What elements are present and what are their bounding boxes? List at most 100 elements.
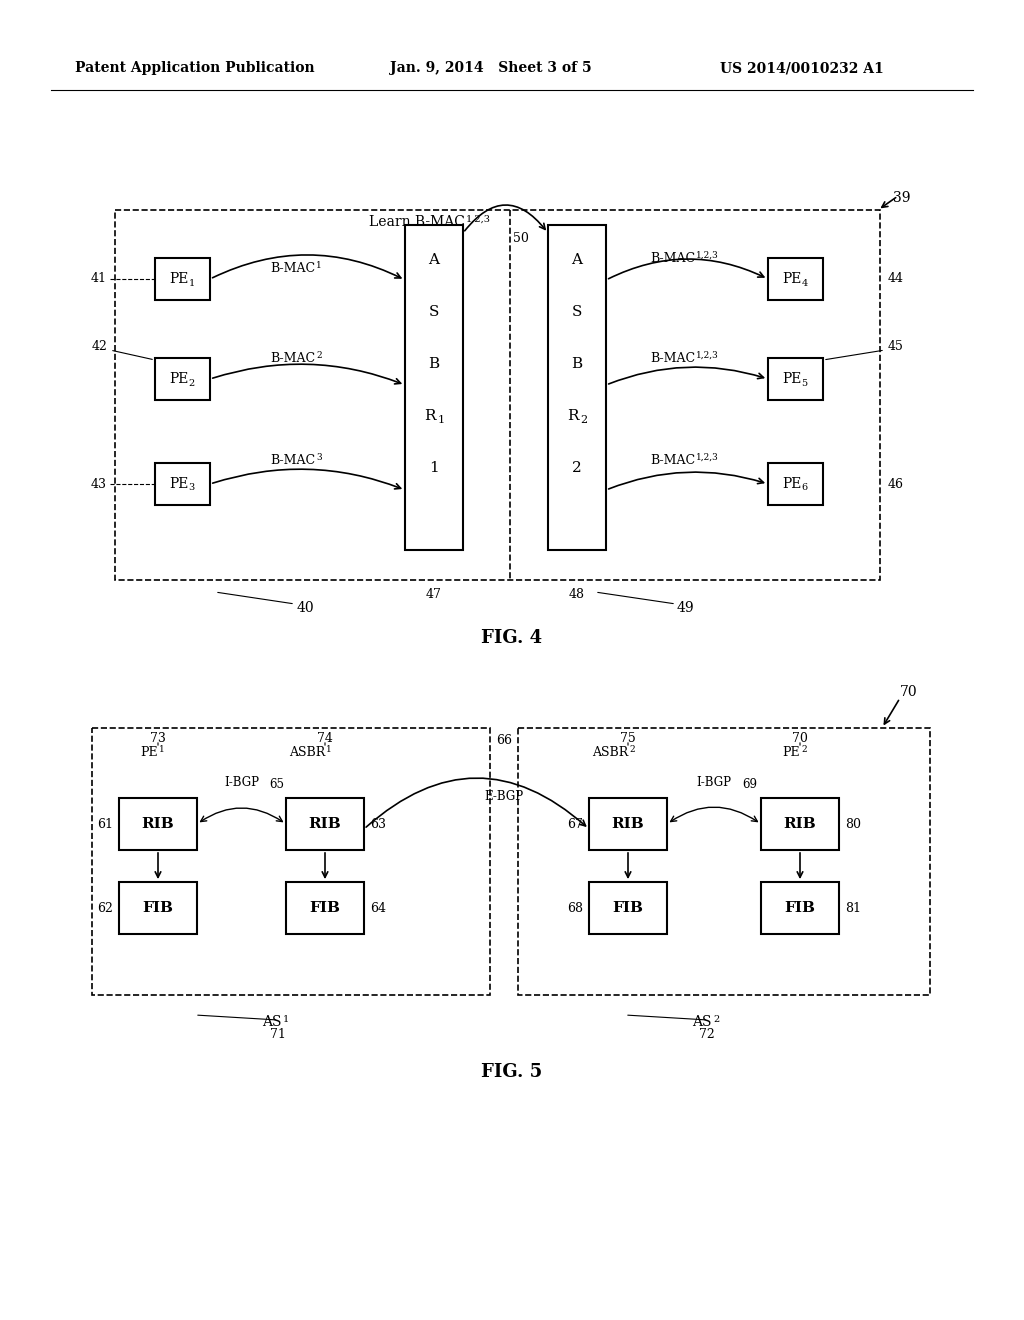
Text: 62: 62 xyxy=(97,902,113,915)
Text: 71: 71 xyxy=(270,1028,286,1041)
Text: 41: 41 xyxy=(91,272,106,285)
Text: ASBR: ASBR xyxy=(592,746,628,759)
Text: 1: 1 xyxy=(188,279,195,288)
Text: 73: 73 xyxy=(151,731,166,744)
Text: RIB: RIB xyxy=(141,817,174,832)
FancyBboxPatch shape xyxy=(768,257,823,300)
Text: 63: 63 xyxy=(370,817,386,830)
Text: 39: 39 xyxy=(893,191,910,205)
Text: 6: 6 xyxy=(802,483,808,492)
Text: PE: PE xyxy=(169,477,188,491)
Text: 1,2,3: 1,2,3 xyxy=(696,351,719,360)
FancyBboxPatch shape xyxy=(768,358,823,400)
Text: 43: 43 xyxy=(91,478,106,491)
Text: 61: 61 xyxy=(97,817,113,830)
Text: PE: PE xyxy=(169,272,188,286)
Text: PE: PE xyxy=(781,272,801,286)
Text: PE: PE xyxy=(781,372,801,385)
Text: 70: 70 xyxy=(900,685,918,700)
Text: 48: 48 xyxy=(569,589,585,602)
Text: 2: 2 xyxy=(572,461,582,475)
FancyBboxPatch shape xyxy=(768,463,823,506)
FancyBboxPatch shape xyxy=(548,224,606,550)
FancyBboxPatch shape xyxy=(286,799,364,850)
FancyBboxPatch shape xyxy=(155,463,210,506)
Text: A: A xyxy=(571,253,583,267)
Text: 5: 5 xyxy=(802,379,808,388)
Text: R: R xyxy=(567,409,579,422)
Text: RIB: RIB xyxy=(783,817,816,832)
Text: 45: 45 xyxy=(888,339,904,352)
Text: Jan. 9, 2014   Sheet 3 of 5: Jan. 9, 2014 Sheet 3 of 5 xyxy=(390,61,592,75)
Text: AS: AS xyxy=(262,1015,282,1030)
Text: Learn B-MAC: Learn B-MAC xyxy=(369,215,465,228)
FancyBboxPatch shape xyxy=(119,799,197,850)
Text: ASBR: ASBR xyxy=(289,746,325,759)
Text: 3: 3 xyxy=(316,453,322,462)
Text: B: B xyxy=(428,356,439,371)
Text: 44: 44 xyxy=(888,272,904,285)
FancyBboxPatch shape xyxy=(155,358,210,400)
Text: 74: 74 xyxy=(317,731,333,744)
Text: 1: 1 xyxy=(159,744,165,754)
FancyBboxPatch shape xyxy=(761,799,839,850)
Text: US 2014/0010232 A1: US 2014/0010232 A1 xyxy=(720,61,884,75)
Text: 64: 64 xyxy=(370,902,386,915)
FancyBboxPatch shape xyxy=(406,224,463,550)
Text: RIB: RIB xyxy=(308,817,341,832)
Text: 2: 2 xyxy=(188,379,195,388)
Text: 3: 3 xyxy=(188,483,195,492)
Text: 1,2,3: 1,2,3 xyxy=(466,215,490,224)
Text: FIG. 5: FIG. 5 xyxy=(481,1063,543,1081)
Text: 2: 2 xyxy=(801,744,807,754)
Text: A: A xyxy=(428,253,439,267)
Text: 81: 81 xyxy=(845,902,861,915)
FancyBboxPatch shape xyxy=(589,799,667,850)
Text: B: B xyxy=(571,356,583,371)
Text: 49: 49 xyxy=(676,601,694,615)
Text: 1,2,3: 1,2,3 xyxy=(696,251,719,260)
Text: FIB: FIB xyxy=(142,902,173,915)
Text: 1: 1 xyxy=(283,1015,289,1024)
Text: 1: 1 xyxy=(316,261,322,271)
Text: 67: 67 xyxy=(567,817,583,830)
Text: 1: 1 xyxy=(429,461,439,475)
Text: I-BGP: I-BGP xyxy=(224,776,259,788)
Text: B-MAC: B-MAC xyxy=(270,261,315,275)
Text: S: S xyxy=(429,305,439,319)
Text: 68: 68 xyxy=(567,902,583,915)
Text: 2: 2 xyxy=(629,744,635,754)
Text: 47: 47 xyxy=(426,589,442,602)
Text: 42: 42 xyxy=(91,339,106,352)
Text: S: S xyxy=(571,305,583,319)
Text: 4: 4 xyxy=(802,279,808,288)
Text: B-MAC: B-MAC xyxy=(650,252,695,264)
Text: 2: 2 xyxy=(581,414,588,425)
Text: B-MAC: B-MAC xyxy=(270,351,315,364)
Text: 69: 69 xyxy=(742,777,757,791)
Text: R: R xyxy=(424,409,436,422)
Text: 66: 66 xyxy=(496,734,512,747)
Text: B-MAC: B-MAC xyxy=(650,454,695,466)
Text: FIB: FIB xyxy=(309,902,341,915)
FancyBboxPatch shape xyxy=(119,882,197,935)
Text: 80: 80 xyxy=(845,817,861,830)
Text: 50: 50 xyxy=(513,231,528,244)
Text: 1: 1 xyxy=(437,414,444,425)
Text: PE: PE xyxy=(140,746,158,759)
Text: B-MAC: B-MAC xyxy=(650,351,695,364)
Text: 75: 75 xyxy=(621,731,636,744)
Text: AS: AS xyxy=(692,1015,712,1030)
Text: 2: 2 xyxy=(713,1015,719,1024)
FancyBboxPatch shape xyxy=(761,882,839,935)
Text: 40: 40 xyxy=(296,601,313,615)
Text: 2: 2 xyxy=(316,351,322,360)
Text: FIG. 4: FIG. 4 xyxy=(481,630,543,647)
Text: FIB: FIB xyxy=(612,902,643,915)
Text: B-MAC: B-MAC xyxy=(270,454,315,466)
Text: E-BGP: E-BGP xyxy=(484,789,523,803)
Text: 70: 70 xyxy=(792,731,808,744)
Text: PE: PE xyxy=(781,477,801,491)
Text: 1: 1 xyxy=(326,744,332,754)
Text: 65: 65 xyxy=(269,777,285,791)
